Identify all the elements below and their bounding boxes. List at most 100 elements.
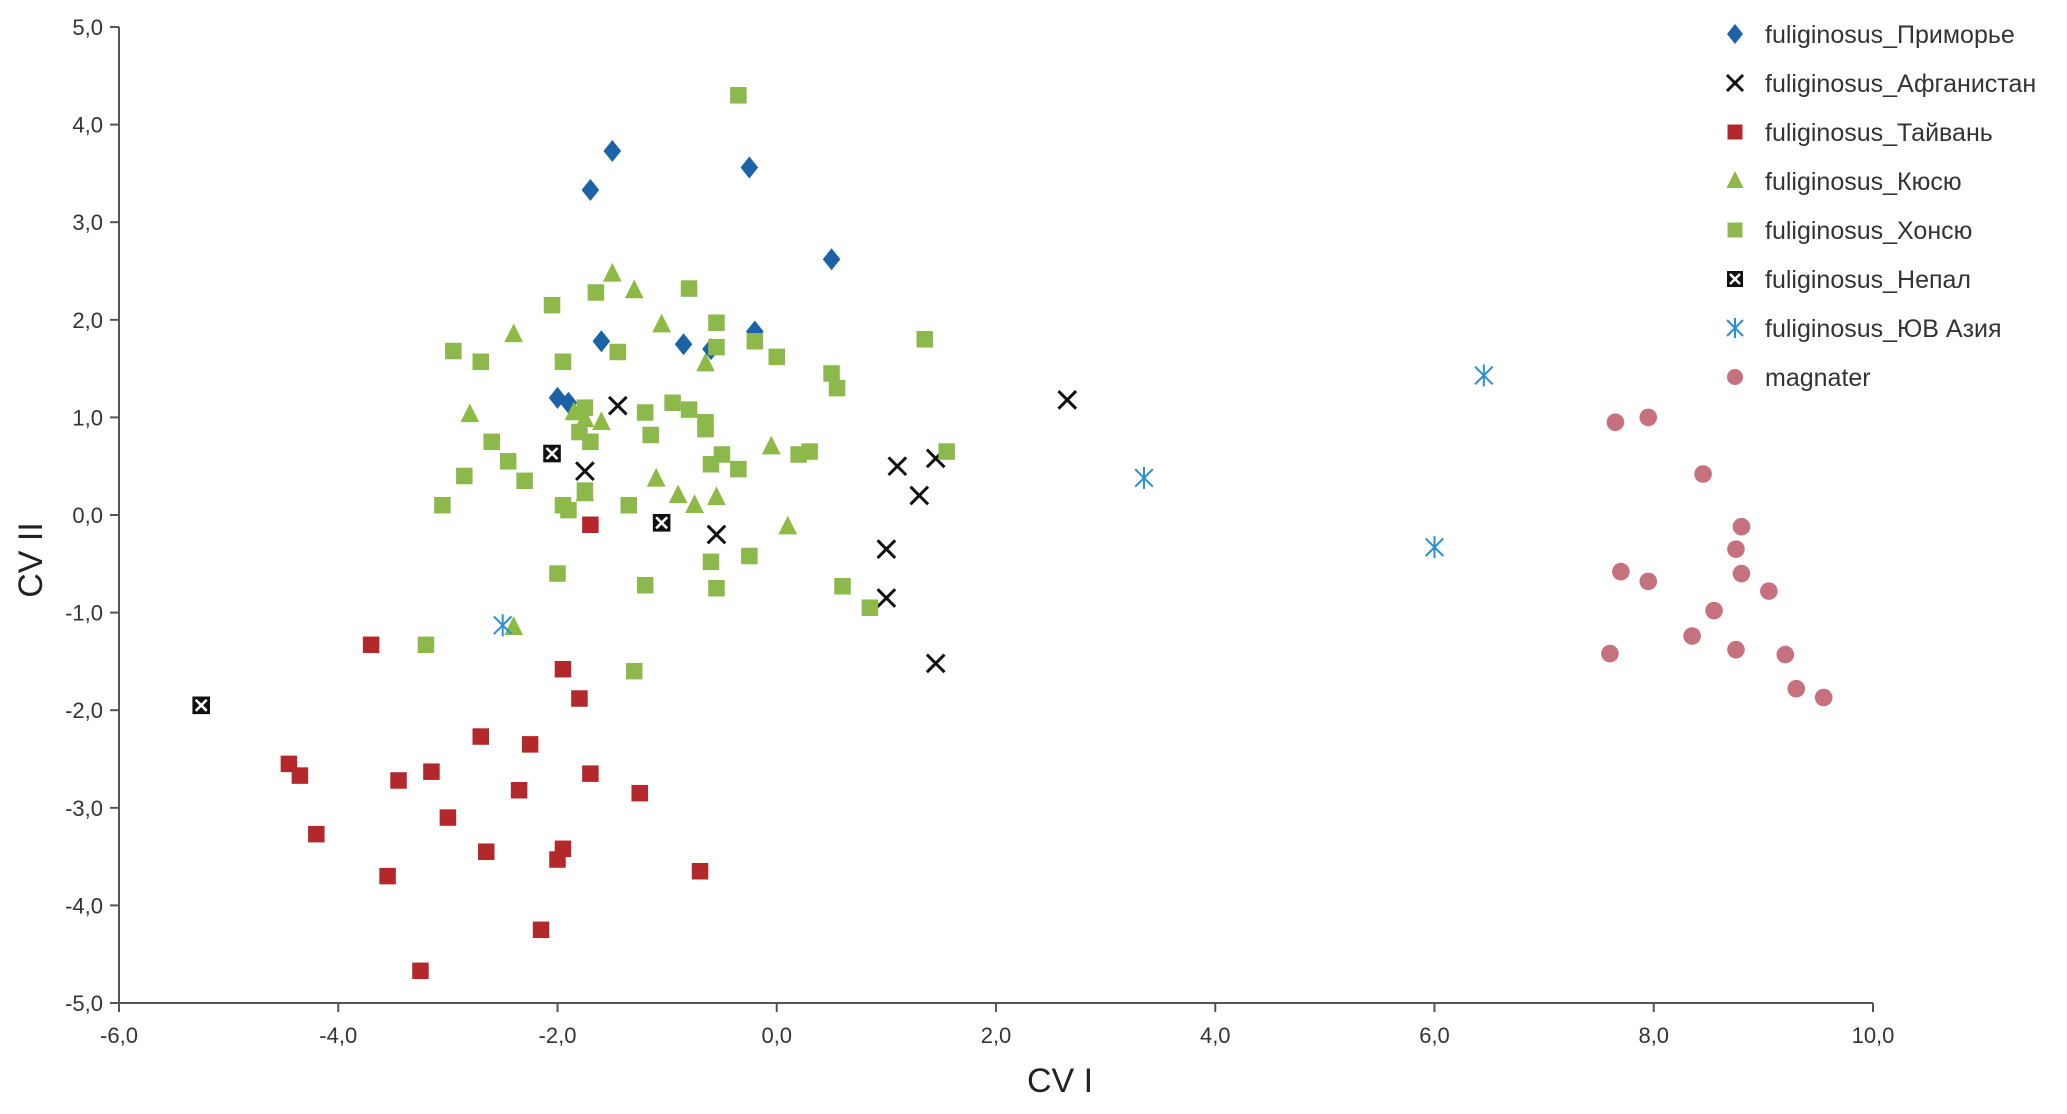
legend-label: fuliginosus_Непал: [1765, 266, 1971, 294]
x-tick-label: 6,0: [1419, 1023, 1450, 1048]
data-point-circle: [1787, 679, 1806, 698]
x-tick-label: 10,0: [1852, 1023, 1895, 1048]
data-point-circle: [1727, 540, 1745, 558]
data-point-triangle: [652, 313, 671, 333]
legend-label: fuliginosus_Кюсю: [1765, 168, 1962, 196]
y-tick-label: -4,0: [65, 893, 103, 918]
data-point-circle: [1639, 572, 1658, 591]
x-tick-label: -6,0: [100, 1023, 138, 1048]
data-point-circle: [1727, 640, 1745, 659]
data-point-square: [636, 404, 654, 421]
data-point-square: [434, 496, 451, 514]
y-tick-label: 4,0: [72, 113, 103, 138]
legend-item: magnater: [1727, 364, 1871, 392]
data-point-square: [746, 333, 764, 350]
legend-item: fuliginosus_Хонсю: [1727, 217, 1972, 245]
data-point-square: [521, 736, 539, 753]
data-point-square: [582, 433, 599, 451]
data-point-triangle: [761, 435, 781, 455]
data-point-diamond: [581, 178, 600, 201]
data-point-square: [516, 472, 533, 490]
data-point-square: [702, 455, 720, 473]
data-point-square: [587, 284, 605, 301]
data-point-circle: [1732, 564, 1751, 583]
data-point-square: [571, 690, 588, 707]
data-point-circle: [1683, 627, 1701, 645]
data-point-triangle: [707, 486, 726, 506]
legend-marker-square: [1727, 124, 1743, 140]
data-point-square: [576, 482, 594, 499]
legend-item: fuliginosus_Непал: [1727, 266, 1971, 294]
data-point-x: [925, 653, 946, 674]
x-tick-label: -2,0: [539, 1023, 577, 1048]
data-point-circle: [1601, 644, 1619, 663]
data-point-circle: [1612, 562, 1630, 581]
legend: fuliginosus_Приморье fuliginosus_Афганист…: [1725, 21, 2036, 392]
data-point-square: [549, 565, 566, 582]
y-tick-label: -2,0: [65, 698, 103, 723]
data-point-square: [691, 862, 709, 880]
x-tick-label: 8,0: [1638, 1023, 1669, 1048]
legend-item: fuliginosus_ЮВ Азия: [1726, 315, 2002, 343]
data-point-square: [741, 547, 758, 565]
data-point-square: [549, 851, 566, 868]
data-point-asterisk: [493, 614, 513, 637]
data-point-square: [620, 496, 638, 514]
data-point-triangle: [504, 323, 523, 343]
data-point-triangle: [504, 616, 523, 635]
data-point-square: [801, 443, 818, 460]
data-point-square: [609, 343, 627, 361]
legend-marker-square: [1727, 222, 1743, 238]
data-point-square: [456, 467, 473, 485]
data-point-asterisk: [1134, 466, 1154, 489]
data-point-square: [625, 662, 643, 680]
x-tick-label: 4,0: [1200, 1023, 1231, 1048]
data-point-x: [607, 395, 628, 416]
data-point-circle: [1694, 465, 1712, 483]
data-point-square: [697, 420, 714, 438]
data-point-diamond: [740, 156, 759, 179]
data-point-x: [706, 524, 727, 545]
data-point-square: [642, 426, 659, 444]
data-point-x: [575, 461, 595, 481]
data-point-square: [702, 553, 720, 571]
data-point-triangle: [624, 279, 644, 299]
data-point-square: [730, 460, 747, 478]
data-point-square: [472, 353, 490, 371]
y-axis-label: CV II: [12, 522, 50, 598]
data-point-triangle: [778, 515, 798, 535]
data-point-square: [554, 660, 572, 678]
data-point-square: [680, 280, 698, 297]
data-point-x: [1057, 389, 1078, 410]
legend-marker-diamond: [1727, 24, 1743, 44]
x-tick-label: -4,0: [319, 1023, 357, 1048]
legend-label: fuliginosus_Тайвань: [1765, 119, 1993, 147]
data-point-triangle: [696, 352, 715, 372]
legend-marker-triangle: [1726, 171, 1744, 188]
data-point-square: [823, 365, 840, 382]
data-point-square: [477, 843, 495, 860]
data-point-diamond: [592, 330, 611, 353]
data-point-square: [828, 379, 846, 397]
x-tick-label: 0,0: [761, 1023, 792, 1048]
legend-item: fuliginosus_Кюсю: [1726, 168, 1962, 196]
data-point-square: [291, 767, 309, 784]
legend-item: fuliginosus_Афганистан: [1725, 70, 2036, 98]
data-point-x: [909, 485, 930, 506]
data-point-circle: [1606, 413, 1625, 432]
data-point-triangle: [602, 262, 622, 282]
legend-marker-boxed-x: [1727, 271, 1743, 287]
data-point-square: [576, 399, 594, 416]
data-point-square: [483, 433, 500, 451]
data-point-boxed-x: [543, 444, 561, 463]
data-point-x: [887, 456, 908, 477]
data-point-square: [768, 348, 785, 366]
data-point-circle: [1776, 645, 1795, 664]
axes: -6,0 -4,0 -2,0 0,0 2,0 4,0 6,0 8,0 10,0 5,0 4,0 3,0…: [65, 15, 1894, 1048]
data-point-square: [582, 516, 599, 534]
data-point-square: [439, 809, 457, 826]
data-point-square: [582, 765, 599, 782]
data-point-diamond: [674, 333, 693, 356]
data-point-square: [916, 331, 933, 348]
